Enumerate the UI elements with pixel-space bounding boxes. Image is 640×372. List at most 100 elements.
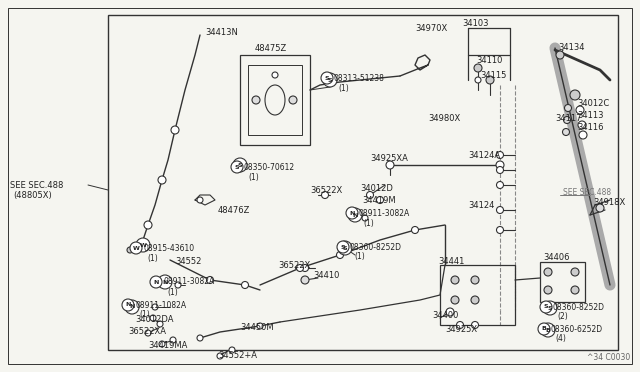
Circle shape	[197, 335, 203, 341]
Text: B: B	[541, 327, 547, 331]
Text: 48476Z: 48476Z	[218, 205, 250, 215]
Circle shape	[543, 301, 557, 315]
Circle shape	[296, 264, 303, 272]
Text: W: W	[132, 246, 140, 250]
Circle shape	[497, 206, 504, 214]
Circle shape	[451, 276, 459, 284]
Text: N: N	[163, 279, 168, 285]
Text: 08915-43610: 08915-43610	[143, 244, 194, 253]
Circle shape	[241, 282, 248, 289]
Circle shape	[596, 204, 604, 212]
Circle shape	[252, 96, 260, 104]
Circle shape	[456, 321, 463, 328]
Text: 34134: 34134	[558, 42, 584, 51]
Text: 08360-6252D: 08360-6252D	[551, 324, 603, 334]
Text: 34113: 34113	[577, 110, 604, 119]
Text: 34115: 34115	[480, 71, 506, 80]
Circle shape	[217, 353, 223, 359]
Circle shape	[150, 315, 156, 321]
Circle shape	[272, 72, 278, 78]
Text: 34400: 34400	[432, 311, 458, 320]
Circle shape	[563, 116, 570, 124]
Text: 34441: 34441	[438, 257, 465, 266]
Circle shape	[127, 247, 133, 253]
Text: 34980X: 34980X	[428, 113, 460, 122]
Circle shape	[136, 238, 150, 252]
Circle shape	[301, 276, 309, 284]
Circle shape	[337, 241, 349, 253]
Circle shape	[471, 276, 479, 284]
Circle shape	[150, 276, 162, 288]
Circle shape	[571, 268, 579, 276]
Circle shape	[122, 299, 134, 311]
Text: S: S	[328, 77, 332, 83]
Text: N: N	[129, 305, 134, 310]
Circle shape	[564, 105, 572, 112]
Text: S: S	[340, 244, 346, 250]
Circle shape	[556, 51, 564, 59]
Circle shape	[157, 321, 163, 327]
Circle shape	[348, 208, 362, 222]
Bar	[440, 265, 515, 325]
Text: (2): (2)	[557, 312, 568, 321]
Circle shape	[563, 128, 570, 135]
Text: 34110: 34110	[476, 55, 502, 64]
Circle shape	[412, 227, 419, 234]
Circle shape	[170, 337, 176, 343]
Circle shape	[376, 196, 383, 203]
Text: 34413N: 34413N	[205, 28, 238, 36]
Text: N: N	[154, 279, 159, 285]
Text: S: S	[324, 76, 330, 80]
Circle shape	[386, 161, 394, 169]
Text: (1): (1)	[248, 173, 259, 182]
Text: (1): (1)	[139, 311, 150, 320]
Circle shape	[497, 182, 504, 189]
Text: 34918X: 34918X	[593, 198, 625, 206]
Circle shape	[497, 227, 504, 234]
Circle shape	[497, 167, 504, 173]
Circle shape	[231, 161, 243, 173]
Circle shape	[289, 96, 297, 104]
Text: 34925X: 34925X	[445, 326, 477, 334]
Circle shape	[570, 90, 580, 100]
Text: (1): (1)	[167, 288, 178, 296]
Text: 36522X: 36522X	[310, 186, 342, 195]
Text: 34970X: 34970X	[415, 23, 447, 32]
Circle shape	[321, 192, 328, 199]
Circle shape	[544, 286, 552, 294]
Text: 34552: 34552	[175, 257, 202, 266]
Circle shape	[144, 221, 152, 229]
Text: N: N	[349, 211, 355, 215]
Circle shape	[451, 296, 459, 304]
Text: 34103: 34103	[462, 19, 488, 28]
Text: B: B	[545, 327, 550, 333]
Circle shape	[446, 308, 454, 316]
Text: S: S	[548, 305, 552, 311]
Text: 34419M: 34419M	[362, 196, 396, 205]
Circle shape	[229, 347, 235, 353]
Circle shape	[159, 341, 165, 347]
Circle shape	[578, 121, 586, 129]
Text: 34419MA: 34419MA	[148, 340, 188, 350]
Circle shape	[538, 323, 550, 335]
Text: (1): (1)	[363, 218, 374, 228]
Circle shape	[362, 215, 368, 221]
Bar	[248, 65, 302, 135]
Bar	[108, 15, 618, 350]
Circle shape	[571, 286, 579, 294]
Text: (48805X): (48805X)	[13, 190, 52, 199]
Circle shape	[497, 151, 504, 158]
Text: 34012D: 34012D	[360, 183, 393, 192]
Circle shape	[472, 321, 479, 328]
Text: 08911-3082A: 08911-3082A	[359, 208, 410, 218]
Text: 34406: 34406	[543, 253, 570, 262]
Text: S: S	[237, 163, 243, 167]
Circle shape	[152, 304, 158, 310]
Text: 34552+A: 34552+A	[218, 350, 257, 359]
Text: 34450M: 34450M	[240, 324, 274, 333]
Text: N: N	[352, 212, 358, 218]
Text: 08911-1082A: 08911-1082A	[135, 301, 186, 310]
Text: 34117: 34117	[555, 113, 582, 122]
Text: 36522X: 36522X	[278, 260, 310, 269]
Text: 36522XA: 36522XA	[128, 327, 166, 337]
